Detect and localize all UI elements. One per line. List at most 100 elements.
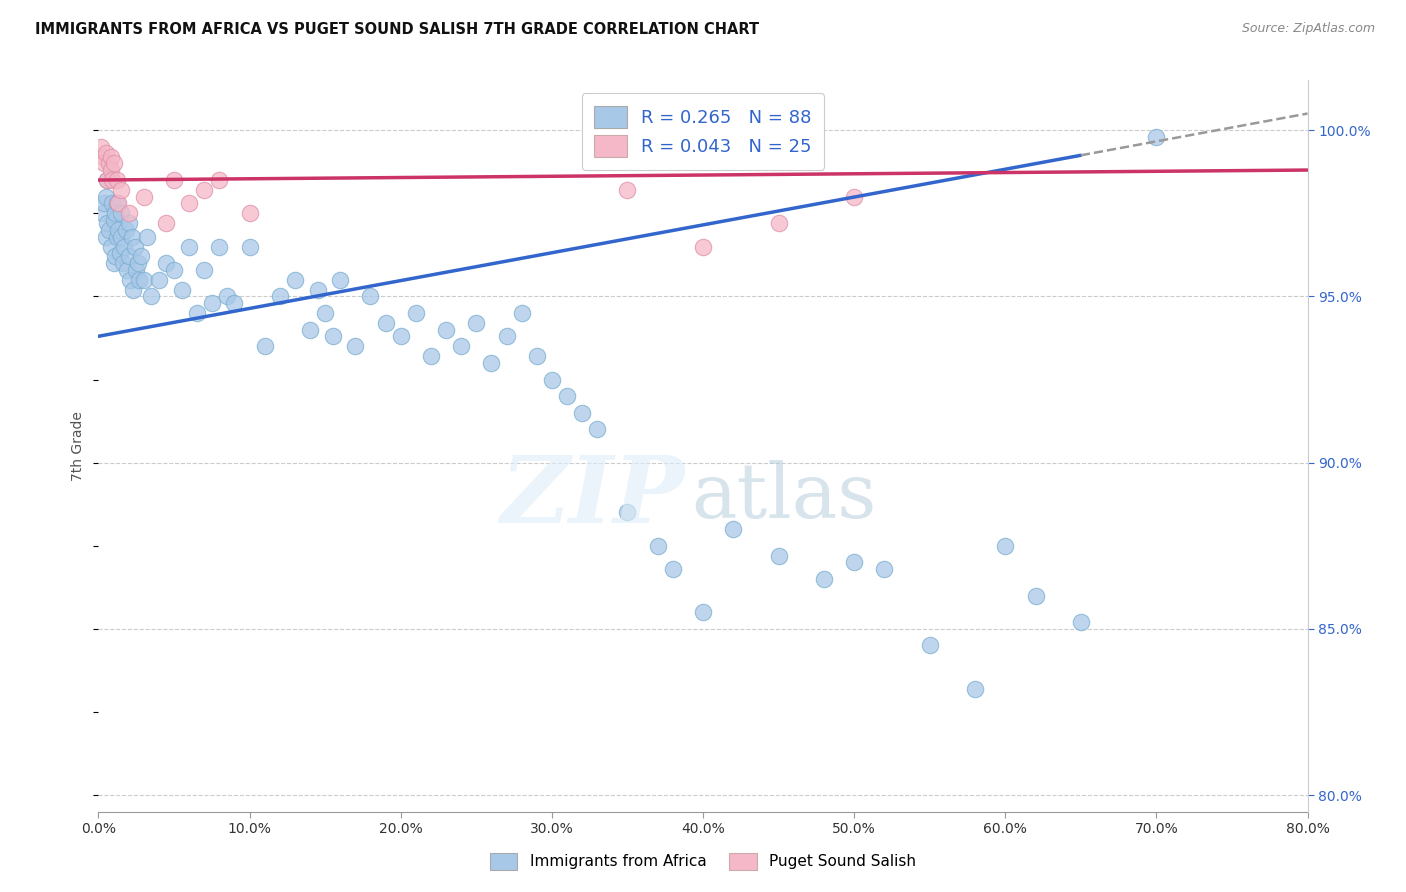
Point: [93, 156, 115, 170]
Point: [616, 506, 638, 520]
Point: [163, 173, 186, 187]
Point: [93, 196, 115, 211]
Point: [495, 329, 517, 343]
Point: [110, 183, 132, 197]
Point: [96, 216, 118, 230]
Point: [105, 196, 128, 211]
Point: [344, 339, 367, 353]
Point: [155, 216, 177, 230]
Point: [994, 539, 1017, 553]
Point: [101, 196, 124, 211]
Point: [299, 323, 322, 337]
Legend: R = 0.265   N = 88, R = 0.043   N = 25: R = 0.265 N = 88, R = 0.043 N = 25: [582, 93, 824, 169]
Point: [224, 296, 246, 310]
Point: [118, 216, 141, 230]
Point: [90, 140, 112, 154]
Point: [768, 549, 790, 563]
Point: [103, 156, 125, 170]
Point: [107, 223, 129, 237]
Point: [125, 262, 148, 277]
Y-axis label: 7th Grade: 7th Grade: [72, 411, 86, 481]
Point: [215, 289, 238, 303]
Point: [208, 173, 231, 187]
Point: [132, 189, 155, 203]
Point: [132, 273, 155, 287]
Point: [108, 246, 131, 260]
Text: IMMIGRANTS FROM AFRICA VS PUGET SOUND SALISH 7TH GRADE CORRELATION CHART: IMMIGRANTS FROM AFRICA VS PUGET SOUND SA…: [35, 22, 759, 37]
Point: [647, 539, 669, 553]
Legend: Immigrants from Africa, Puget Sound Salish: Immigrants from Africa, Puget Sound Sali…: [482, 846, 924, 877]
Point: [434, 323, 457, 337]
Point: [98, 156, 121, 170]
Point: [526, 349, 548, 363]
Point: [208, 239, 231, 253]
Point: [193, 262, 215, 277]
Point: [692, 239, 714, 253]
Point: [118, 206, 141, 220]
Point: [155, 256, 177, 270]
Point: [389, 329, 412, 343]
Point: [1146, 129, 1168, 144]
Point: [201, 296, 224, 310]
Point: [571, 406, 593, 420]
Point: [101, 173, 124, 187]
Point: [465, 316, 488, 330]
Point: [360, 289, 382, 303]
Point: [104, 250, 127, 264]
Point: [98, 223, 121, 237]
Point: [540, 372, 562, 386]
Point: [96, 173, 118, 187]
Point: [110, 229, 132, 244]
Point: [170, 283, 193, 297]
Point: [107, 196, 129, 211]
Point: [1070, 615, 1092, 630]
Point: [135, 229, 157, 244]
Point: [844, 555, 866, 569]
Point: [128, 273, 150, 287]
Point: [122, 283, 145, 297]
Point: [100, 239, 122, 253]
Point: [112, 239, 135, 253]
Point: [100, 150, 122, 164]
Point: [586, 422, 609, 436]
Point: [96, 173, 118, 187]
Point: [616, 183, 638, 197]
Point: [1024, 589, 1046, 603]
Point: [105, 229, 128, 244]
Point: [115, 262, 138, 277]
Point: [94, 146, 117, 161]
Point: [100, 163, 122, 178]
Point: [405, 306, 427, 320]
Point: [374, 316, 396, 330]
Point: [110, 206, 132, 220]
Point: [127, 256, 149, 270]
Point: [94, 189, 117, 203]
Point: [329, 273, 352, 287]
Point: [253, 339, 276, 353]
Point: [94, 229, 117, 244]
Point: [114, 223, 136, 237]
Point: [239, 206, 262, 220]
Point: [918, 639, 941, 653]
Point: [481, 356, 503, 370]
Point: [322, 329, 344, 343]
Point: [91, 206, 114, 220]
Point: [91, 150, 114, 164]
Point: [193, 183, 215, 197]
Point: [555, 389, 578, 403]
Point: [965, 681, 987, 696]
Point: [239, 239, 262, 253]
Point: [120, 273, 142, 287]
Text: Source: ZipAtlas.com: Source: ZipAtlas.com: [1241, 22, 1375, 36]
Point: [314, 306, 336, 320]
Point: [179, 239, 201, 253]
Point: [723, 522, 745, 536]
Point: [510, 306, 533, 320]
Point: [121, 229, 143, 244]
Point: [269, 289, 291, 303]
Point: [103, 256, 125, 270]
Point: [104, 206, 127, 220]
Point: [163, 262, 186, 277]
Point: [129, 250, 152, 264]
Text: atlas: atlas: [690, 460, 876, 534]
